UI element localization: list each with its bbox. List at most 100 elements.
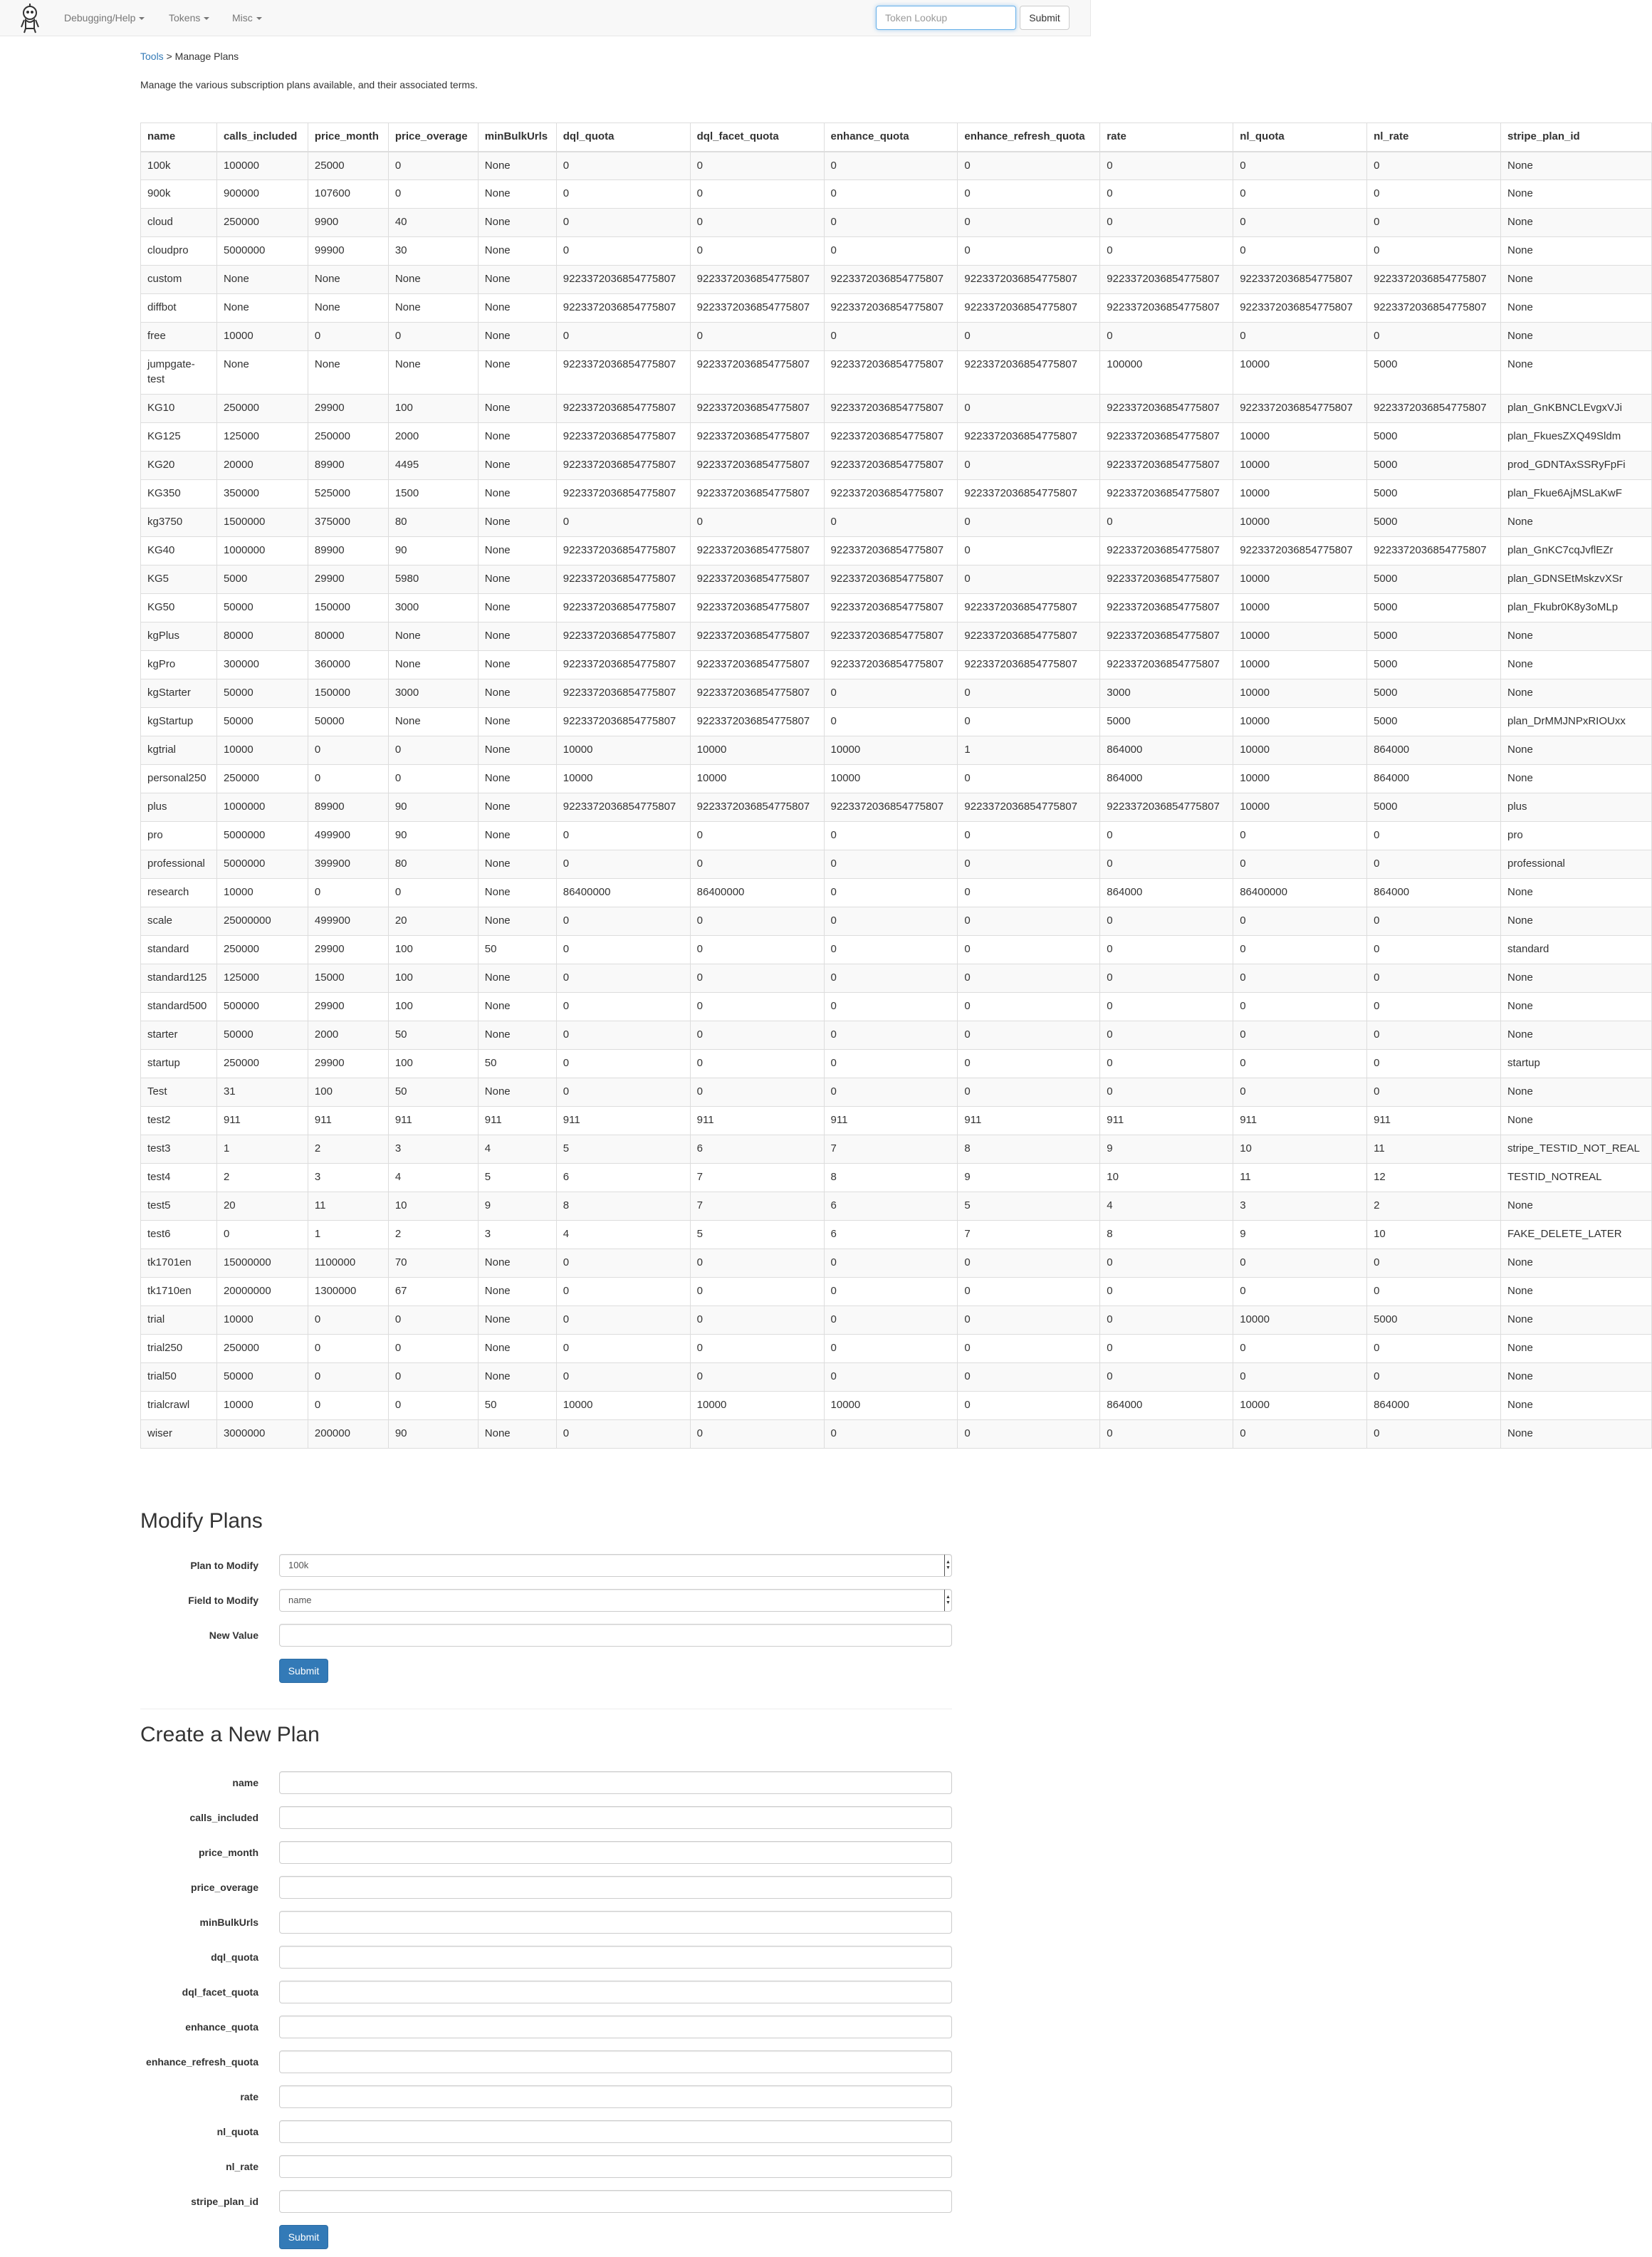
column-header-stripe-plan-id: stripe_plan_id xyxy=(1500,123,1652,152)
table-row: Test 31 100 50 None 0 0 0 0 0 0 0 None xyxy=(140,1078,1652,1107)
table-cell-price-month: 499900 xyxy=(307,821,389,850)
create-enhance-refresh-quota-input[interactable] xyxy=(279,2050,952,2073)
table-cell-minbulkurls: None xyxy=(477,1249,557,1278)
table-cell-price-overage: 20 xyxy=(387,907,479,936)
table-cell-nl-quota: 0 xyxy=(1233,1021,1368,1050)
table-cell-calls-included: 50000 xyxy=(216,707,308,736)
table-cell-dql-quota: 9223372036854775807 xyxy=(555,536,691,565)
table-cell-price-overage: None xyxy=(387,622,479,651)
create-nl-quota-label: nl_quota xyxy=(216,2126,258,2137)
new-value-label: New Value xyxy=(209,1630,258,1641)
table-cell-nl-quota: 0 xyxy=(1233,1249,1368,1278)
table-cell-enhance-refresh-quota: 9223372036854775807 xyxy=(957,479,1101,509)
table-cell-enhance-refresh-quota: 0 xyxy=(957,322,1101,351)
nav-tokens[interactable]: Tokens xyxy=(169,0,210,36)
table-cell-nl-quota: 0 xyxy=(1233,179,1368,209)
table-cell-minbulkurls: None xyxy=(477,992,557,1021)
table-cell-nl-quota: 0 xyxy=(1233,992,1368,1021)
table-cell-nl-rate: 5000 xyxy=(1366,451,1501,480)
create-price-month-label: price_month xyxy=(198,1847,258,1858)
table-cell-nl-rate: 12 xyxy=(1366,1163,1501,1192)
field-to-modify-select[interactable]: name ▲ ▼ xyxy=(279,1589,952,1612)
table-cell-enhance-quota: 9223372036854775807 xyxy=(823,265,958,294)
table-cell-dql-facet-quota: 0 xyxy=(689,236,825,266)
table-cell-stripe-plan-id: None xyxy=(1500,907,1652,936)
table-cell-calls-included: 80000 xyxy=(216,622,308,651)
table-cell-calls-included: 350000 xyxy=(216,479,308,509)
table-cell-name: starter xyxy=(140,1021,217,1050)
table-cell-price-overage: 0 xyxy=(387,736,479,765)
table-cell-dql-quota: 4 xyxy=(555,1220,691,1249)
table-row: KG50 50000 150000 3000 None 92233720368547758… xyxy=(140,593,1652,622)
nav-debugging-help[interactable]: Debugging/Help xyxy=(64,0,145,36)
create-dql-facet-quota-input[interactable] xyxy=(279,1981,952,2003)
create-price-overage-input[interactable] xyxy=(279,1876,952,1899)
table-cell-dql-quota: 9223372036854775807 xyxy=(555,793,691,822)
table-row: custom None None None None 922337203685477580… xyxy=(140,265,1652,294)
table-row: diffbot None None None None 92233720368547758… xyxy=(140,293,1652,323)
create-nl-rate-input[interactable] xyxy=(279,2155,952,2178)
table-cell-price-month: 150000 xyxy=(307,593,389,622)
table-cell-nl-rate: 5000 xyxy=(1366,593,1501,622)
table-body: 100k 100000 25000 0 None 0 0 0 0 0 0 0 None 900k 90000… xyxy=(140,151,1652,1449)
table-cell-price-month: None xyxy=(307,293,389,323)
table-cell-price-overage: 80 xyxy=(387,508,479,537)
table-cell-enhance-quota: 0 xyxy=(823,821,958,850)
create-dql-quota-input[interactable] xyxy=(279,1946,952,1969)
table-cell-rate: 9 xyxy=(1099,1135,1234,1164)
table-cell-dql-facet-quota: 7 xyxy=(689,1163,825,1192)
table-cell-name: trial50 xyxy=(140,1362,217,1392)
table-row: kgtrial 10000 0 0 None 10000 10000 10000 1 864000… xyxy=(140,736,1652,765)
table-cell-minbulkurls: None xyxy=(477,322,557,351)
table-cell-nl-rate: 9223372036854775807 xyxy=(1366,394,1501,423)
create-nl-quota-input[interactable] xyxy=(279,2120,952,2143)
create-plan-submit-button[interactable]: Submit xyxy=(279,2225,328,2249)
modify-submit-button[interactable]: Submit xyxy=(279,1659,328,1683)
table-cell-nl-quota: 10000 xyxy=(1233,707,1368,736)
create-stripe-plan-id-input[interactable] xyxy=(279,2190,952,2213)
table-cell-enhance-refresh-quota: 0 xyxy=(957,1249,1101,1278)
column-header-dql-quota: dql_quota xyxy=(555,123,691,152)
table-cell-name: cloudpro xyxy=(140,236,217,266)
table-cell-rate: 9223372036854775807 xyxy=(1099,650,1234,679)
table-cell-price-month: 0 xyxy=(307,764,389,793)
table-cell-nl-rate: 5000 xyxy=(1366,1305,1501,1335)
table-cell-enhance-quota: 0 xyxy=(823,1362,958,1392)
table-cell-enhance-quota: 9223372036854775807 xyxy=(823,394,958,423)
table-cell-dql-facet-quota: 0 xyxy=(689,508,825,537)
table-cell-nl-rate: 5000 xyxy=(1366,350,1501,395)
robot-logo-icon[interactable] xyxy=(14,3,46,34)
column-header-enhance-quota: enhance_quota xyxy=(823,123,958,152)
table-cell-nl-quota: 11 xyxy=(1233,1163,1368,1192)
table-cell-dql-facet-quota: 0 xyxy=(689,1334,825,1363)
table-cell-name: trialcrawl xyxy=(140,1391,217,1420)
token-lookup-submit-button[interactable]: Submit xyxy=(1020,6,1070,30)
table-cell-price-month: 80000 xyxy=(307,622,389,651)
table-cell-enhance-refresh-quota: 911 xyxy=(957,1106,1101,1135)
create-minbulkurls-input[interactable] xyxy=(279,1911,952,1934)
table-cell-calls-included: 5000000 xyxy=(216,850,308,879)
table-cell-price-month: 50000 xyxy=(307,707,389,736)
table-cell-price-month: 499900 xyxy=(307,907,389,936)
create-enhance-quota-input[interactable] xyxy=(279,2016,952,2038)
table-cell-dql-quota: 0 xyxy=(555,1305,691,1335)
column-header-dql-facet-quota: dql_facet_quota xyxy=(689,123,825,152)
create-name-input[interactable] xyxy=(279,1771,952,1794)
table-cell-price-month: 99900 xyxy=(307,236,389,266)
table-cell-rate: 0 xyxy=(1099,907,1234,936)
create-price-month-input[interactable] xyxy=(279,1841,952,1864)
table-cell-name: plus xyxy=(140,793,217,822)
table-cell-nl-rate: 0 xyxy=(1366,1419,1501,1449)
table-cell-minbulkurls: None xyxy=(477,151,557,180)
create-calls-included-input[interactable] xyxy=(279,1806,952,1829)
token-lookup-input[interactable] xyxy=(876,6,1016,30)
nav-misc[interactable]: Misc xyxy=(232,0,262,36)
create-rate-input[interactable] xyxy=(279,2085,952,2108)
plan-to-modify-select[interactable]: 100k ▲ ▼ xyxy=(279,1554,952,1577)
table-cell-calls-included: 10000 xyxy=(216,1391,308,1420)
table-cell-price-overage: 0 xyxy=(387,179,479,209)
table-cell-price-month: 29900 xyxy=(307,935,389,964)
breadcrumb-tools-link[interactable]: Tools xyxy=(140,51,164,62)
new-value-input[interactable] xyxy=(279,1624,952,1647)
table-row: KG10 250000 29900 100 None 922337203685477580… xyxy=(140,394,1652,423)
